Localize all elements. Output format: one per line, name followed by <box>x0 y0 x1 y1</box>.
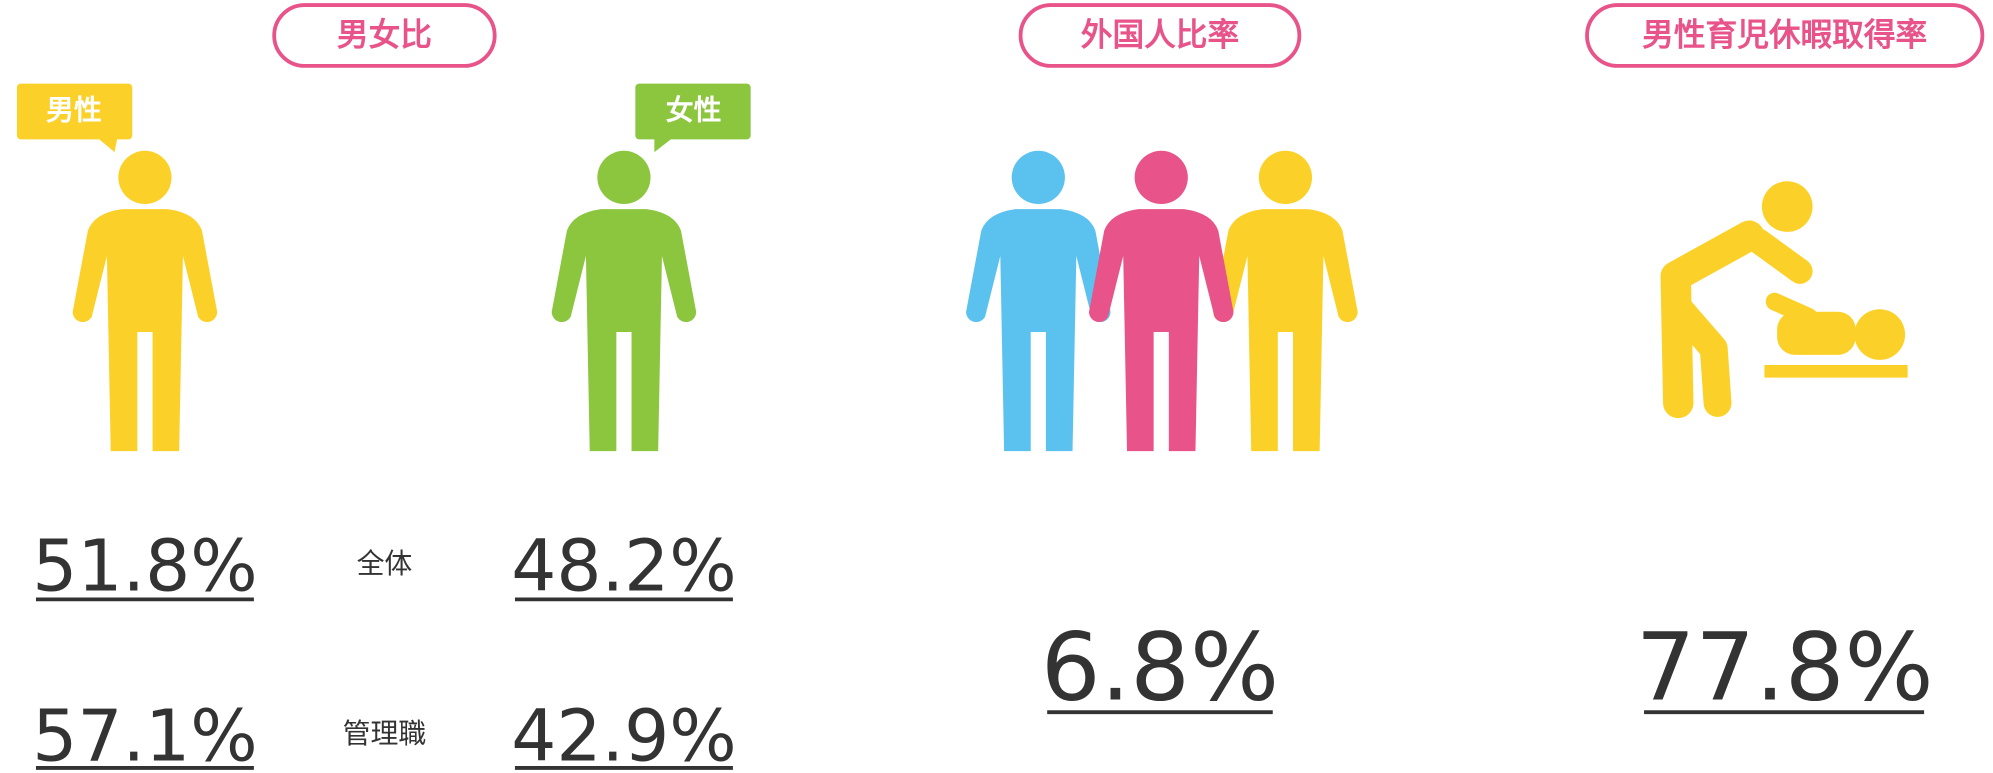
person-head <box>1134 150 1188 205</box>
percentage: 6.8% <box>1041 614 1279 723</box>
person-body <box>966 209 1111 452</box>
speech-bubble <box>16 83 133 153</box>
childcare-icon <box>1660 181 1908 419</box>
speech-bubble <box>635 83 751 153</box>
percentage: 77.8% <box>1636 614 1934 723</box>
percentage: 57.1% <box>32 694 257 773</box>
person-body <box>72 209 218 452</box>
section-title: 男性育児休暇取得率 <box>1642 17 1927 54</box>
percentage: 51.8% <box>32 525 257 608</box>
person-body <box>1213 209 1358 452</box>
bubble-label: 女性 <box>666 94 722 127</box>
percentage: 48.2% <box>511 525 736 608</box>
bubble-label: 男性 <box>46 94 102 127</box>
percentage: 42.9% <box>511 694 736 773</box>
people-icons <box>72 150 1358 452</box>
row-label: 管理職 <box>343 717 427 750</box>
title-pill <box>1585 3 1985 68</box>
title-pill <box>272 3 497 68</box>
section-title: 男女比 <box>337 17 432 54</box>
section-title: 外国人比率 <box>1081 18 1239 54</box>
title-pill <box>1018 3 1302 68</box>
row-label: 全体 <box>357 547 413 580</box>
person-head <box>118 150 172 205</box>
person-body <box>551 209 697 452</box>
person-head <box>1258 150 1313 205</box>
person-head <box>597 150 651 205</box>
person-head <box>1011 150 1065 205</box>
person-body <box>1089 209 1234 452</box>
